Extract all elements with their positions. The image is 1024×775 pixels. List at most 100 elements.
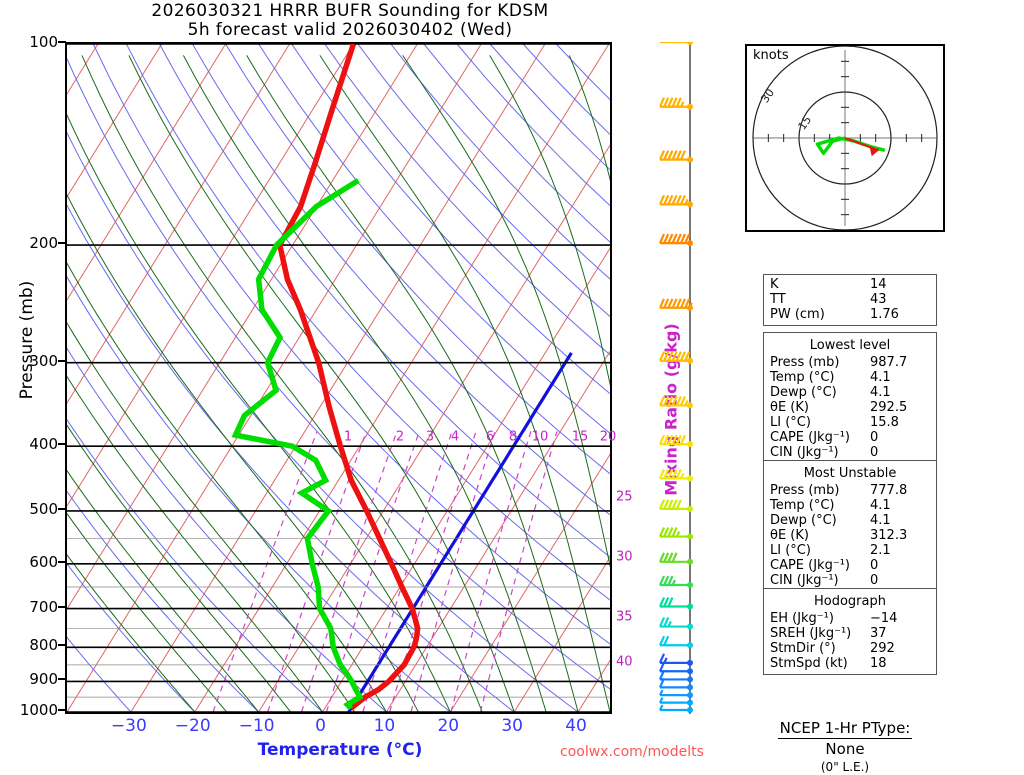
wind-barb	[658, 468, 693, 482]
wind-barb	[658, 194, 693, 208]
temperature-tick--30: −30	[110, 716, 147, 736]
lowest-level-table: Lowest level Press (mb) 987.7 Temp (°C) 4.1…	[763, 332, 937, 464]
hodograph-stat-key: SREH (Jkg⁻¹)	[770, 626, 852, 641]
hodograph-stat-key: EH (Jkg⁻¹)	[770, 611, 834, 626]
pressure-tick-1000: 1000	[19, 701, 58, 719]
lowest-level-key: LI (°C)	[770, 415, 811, 430]
hodograph-stat-value: −14	[870, 611, 898, 626]
temperature-axis-label: Temperature (°C)	[257, 740, 423, 760]
wind-barb	[658, 351, 693, 364]
wind-barb	[658, 653, 693, 666]
lowest-level-key: CAPE (Jkg⁻¹)	[770, 430, 850, 445]
wind-barb	[658, 233, 693, 247]
height-tick-35: 35	[616, 609, 633, 625]
lowest-level-key: Dewp (°C)	[770, 385, 837, 400]
hodograph-stats-header: Hodograph	[814, 594, 886, 609]
ncep-ptype-block: NCEP 1-Hr PType: None (0" L.E.)	[745, 718, 945, 775]
hodograph-stat-row: SREH (Jkg⁻¹) 37	[764, 626, 936, 641]
wind-barb	[658, 552, 693, 565]
hodograph-stats-table: Hodograph EH (Jkg⁻¹) −14 SREH (Jkg⁻¹) 37 Stm…	[763, 588, 937, 675]
pressure-tick-mark	[58, 41, 66, 43]
most-unstable-header: Most Unstable	[803, 466, 897, 481]
hodograph-canvas: 153045	[706, 0, 984, 277]
wind-barb	[659, 704, 693, 713]
hodograph-stat-row: StmDir (°) 292	[764, 641, 936, 656]
lowest-level-value: 4.1	[870, 370, 891, 385]
ptype-header: NCEP 1-Hr PType:	[777, 719, 913, 739]
wind-barb	[658, 597, 693, 610]
most-unstable-row: Temp (°C) 4.1	[764, 498, 936, 513]
most-unstable-key: CAPE (Jkg⁻¹)	[770, 558, 850, 573]
pressure-tick-mark	[58, 507, 66, 510]
temperature-tick-10: 10	[373, 716, 396, 736]
wind-barb	[658, 575, 693, 589]
hodograph-stat-row: StmSpd (kt) 18	[764, 656, 936, 671]
lowest-level-value: 292.5	[870, 400, 908, 415]
stability-index-value: 43	[870, 292, 887, 307]
stability-index-key: K	[770, 277, 779, 292]
most-unstable-row: CIN (Jkg⁻¹) 0	[764, 573, 936, 588]
hodograph-stat-row: EH (Jkg⁻¹) −14	[764, 611, 936, 626]
most-unstable-value: 0	[870, 573, 879, 588]
pressure-tick-mark	[58, 605, 66, 608]
ptype-value: None	[825, 740, 865, 758]
temperature-tick--10: −10	[238, 716, 275, 736]
pressure-axis-label: Pressure (mb)	[17, 280, 37, 400]
pressure-tick-700: 700	[29, 597, 58, 616]
wind-barb	[658, 395, 693, 409]
wind-barb	[658, 298, 693, 311]
wind-barb	[658, 527, 693, 540]
hodograph-stat-key: StmDir (°)	[770, 641, 836, 656]
height-tick-25: 25	[616, 489, 633, 505]
most-unstable-row: Press (mb) 777.8	[764, 483, 936, 498]
temperature-tick-20: 20	[437, 716, 460, 736]
lowest-level-value: 0	[870, 445, 879, 460]
skewt-logp-plot	[65, 42, 612, 714]
most-unstable-rows: Press (mb) 777.8 Temp (°C) 4.1 Dewp (°C) 4.1 θ…	[764, 483, 936, 588]
most-unstable-row: Dewp (°C) 4.1	[764, 513, 936, 528]
most-unstable-key: Dewp (°C)	[770, 513, 837, 528]
most-unstable-row: CAPE (Jkg⁻¹) 0	[764, 558, 936, 573]
wind-barb-column	[652, 32, 722, 714]
pressure-tick-800: 800	[29, 636, 58, 655]
chart-title-block: 2026030321 HRRR BUFR Sounding for KDSM 5…	[0, 2, 700, 40]
hodograph-stat-key: StmSpd (kt)	[770, 656, 848, 671]
height-tick-30: 30	[616, 549, 633, 565]
lowest-level-key: θE (K)	[770, 400, 809, 415]
most-unstable-value: 4.1	[870, 498, 891, 513]
wind-barb-canvas	[658, 32, 693, 714]
pressure-axis: 100 200 300 400 500 600 700 800 900 1000	[0, 33, 58, 719]
pressure-tick-200: 200	[29, 234, 58, 253]
temperature-axis: −30 −20 −10 0 10 20 30 40	[65, 716, 612, 742]
stability-index-value: 14	[870, 277, 887, 292]
pressure-tick-mark	[58, 443, 66, 446]
wind-barb	[659, 697, 693, 706]
wind-barb	[658, 635, 693, 649]
pressure-tick-mark	[58, 560, 66, 563]
pressure-tick-mark	[58, 709, 66, 711]
lowest-level-key: CIN (Jkg⁻¹)	[770, 445, 839, 460]
most-unstable-value: 2.1	[870, 543, 891, 558]
lowest-level-row: Dewp (°C) 4.1	[764, 385, 936, 400]
title-line-1: 2026030321 HRRR BUFR Sounding for KDSM	[151, 1, 549, 21]
lowest-level-row: θE (K) 292.5	[764, 400, 936, 415]
pressure-tick-400: 400	[29, 435, 58, 454]
stability-index-key: TT	[770, 292, 786, 307]
most-unstable-key: Temp (°C)	[770, 498, 835, 513]
pressure-tick-mark	[58, 359, 66, 362]
wind-barb	[658, 150, 693, 163]
lowest-level-value: 0	[870, 430, 879, 445]
lowest-level-row: Press (mb) 987.7	[764, 355, 936, 370]
lowest-level-value: 15.8	[870, 415, 899, 430]
most-unstable-key: LI (°C)	[770, 543, 811, 558]
lowest-level-row: LI (°C) 15.8	[764, 415, 936, 430]
title-line-2: 5h forecast valid 2026030402 (Wed)	[187, 20, 513, 40]
hodograph-plot: knots 153045	[706, 0, 984, 277]
storm-motion-vector	[844, 137, 880, 152]
most-unstable-value: 777.8	[870, 483, 908, 498]
lowest-level-value: 4.1	[870, 385, 891, 400]
most-unstable-row: LI (°C) 2.1	[764, 543, 936, 558]
pressure-tick-300: 300	[29, 351, 58, 370]
storm-motion-arrowhead	[869, 147, 879, 157]
hodograph-stats-rows: EH (Jkg⁻¹) −14 SREH (Jkg⁻¹) 37 StmDir (°) 292…	[764, 611, 936, 671]
